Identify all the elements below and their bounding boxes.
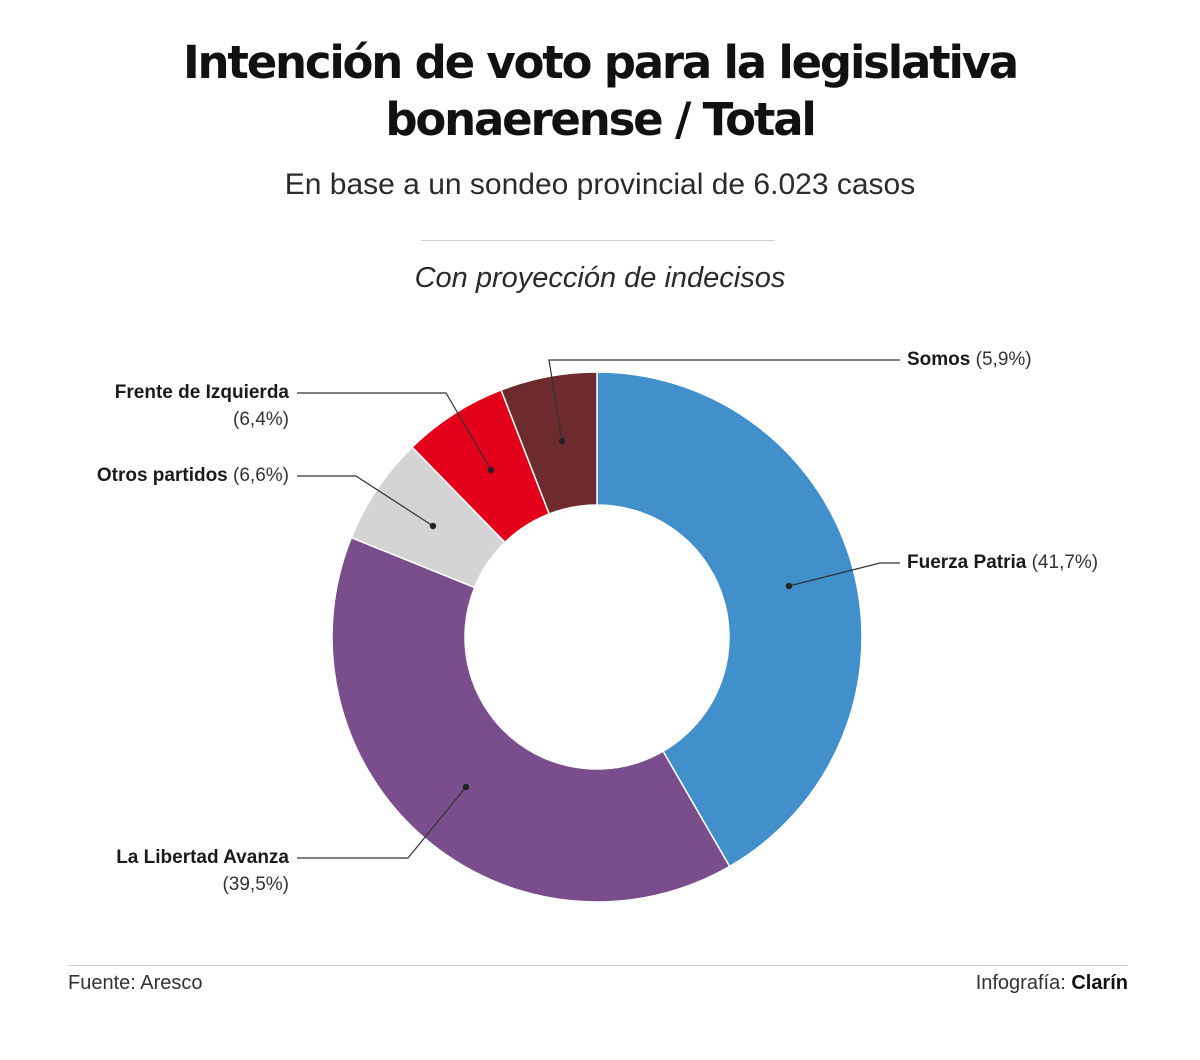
label-somos-pct: (5,9%) [975,349,1032,370]
slice-la-libertad-avanza [331,536,731,903]
footer-credit-prefix: Infografía: [975,972,1066,994]
slice-somos [500,371,598,515]
leader-line-frente-izquierda [297,392,492,471]
footer-divider [68,965,1128,966]
footer-source: Fuente: Aresco [68,972,203,994]
label-otros-partidos-pct: (6,6%) [233,465,289,486]
slice-fuerza-patria [596,371,863,868]
label-la-libertad-avanza-name: La Libertad Avanza [116,847,289,868]
chart-title-line-1: Intención de voto para la legislativa [183,36,1019,89]
label-frente-izquierda-pct: (6,4%) [233,409,289,430]
leader-dot-fuerza-patria [785,582,793,590]
leader-line-somos [548,359,900,442]
label-frente-izquierda: Frente de Izquierda (6,4%) [115,379,289,433]
header-divider [421,240,775,241]
label-somos: Somos (5,9%) [907,346,1032,373]
footer-credit: Infografía: Clarín [976,972,1128,995]
footer-credit-brand: Clarín [1071,972,1128,994]
label-otros-partidos: Otros partidos (6,6%) [97,462,289,489]
leader-line-fuerza-patria [788,562,900,587]
label-otros-partidos-name: Otros partidos [96,465,228,486]
leader-line-otros-partidos [297,475,434,527]
leader-dot-la-libertad-avanza [462,783,470,791]
label-fuerza-patria-pct: (41,7%) [1031,552,1099,573]
leader-dot-somos [558,437,566,445]
label-la-libertad-avanza-pct: (39,5%) [222,874,289,895]
chart-subtitle: En base a un sondeo provincial de 6.023 … [284,168,916,201]
label-fuerza-patria: Fuerza Patria (41,7%) [907,549,1098,576]
leader-dot-otros-partidos [429,522,437,530]
label-la-libertad-avanza: La Libertad Avanza (39,5%) [116,844,289,898]
label-fuerza-patria-name: Fuerza Patria [907,552,1027,573]
chart-note: Con proyección de indecisos [414,262,786,294]
label-somos-name: Somos [907,349,971,370]
chart-title: Intención de voto para la legislativa bo… [0,34,1200,148]
label-frente-izquierda-name: Frente de Izquierda [114,382,289,403]
chart-title-line-2: bonaerense / Total [385,93,816,146]
leader-line-la-libertad-avanza [297,786,467,859]
leader-dot-frente-izquierda [487,466,495,474]
